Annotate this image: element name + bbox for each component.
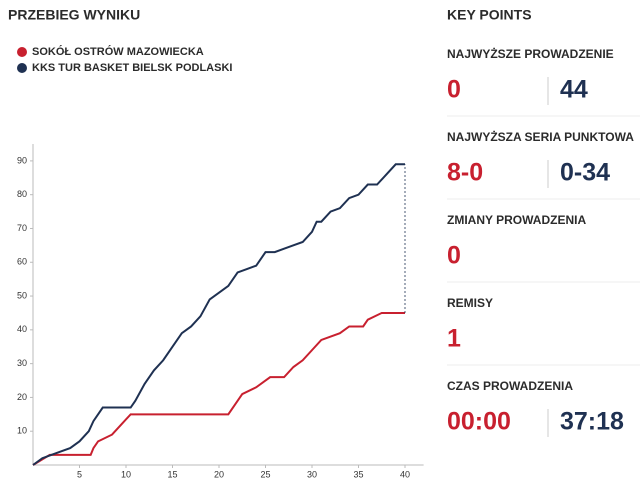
stat-away: 0-34 — [560, 159, 610, 187]
legend-marker — [17, 63, 27, 73]
stat-home: 1 — [447, 325, 461, 353]
series-line — [32, 163, 405, 466]
y-tick-label: 70 — [17, 223, 27, 233]
x-tick-label: 5 — [77, 469, 82, 479]
stat-label: ZMIANY PROWADZENIA — [447, 213, 586, 227]
stat-home: 8-0 — [447, 159, 483, 187]
series-line — [32, 311, 405, 466]
panel-title: KEY POINTS — [447, 7, 532, 23]
legend-label: KKS TUR BASKET BIELSK PODLASKI — [32, 62, 232, 74]
y-tick-label: 50 — [17, 290, 27, 300]
legend-marker — [17, 47, 27, 57]
stat-away: 37:18 — [560, 408, 624, 436]
y-tick-label: 60 — [17, 257, 27, 267]
x-tick-label: 25 — [260, 469, 270, 479]
x-tick-label: 20 — [214, 469, 224, 479]
y-tick-label: 80 — [17, 189, 27, 199]
legend-label: SOKÓŁ OSTRÓW MAZOWIECKA — [32, 45, 204, 58]
x-tick-label: 10 — [121, 469, 131, 479]
stat-label: REMISY — [447, 296, 493, 310]
y-tick-label: 40 — [17, 324, 27, 334]
y-tick-label: 30 — [17, 358, 27, 368]
stat-label: CZAS PROWADZENIA — [447, 379, 573, 393]
stat-label: NAJWYŻSZA SERIA PUNKTOWA — [447, 129, 634, 144]
stat-home: 00:00 — [447, 408, 511, 436]
y-tick-label: 20 — [17, 392, 27, 402]
stat-home: 0 — [447, 76, 461, 104]
stat-label: NAJWYŻSZE PROWADZENIE — [447, 46, 614, 61]
stat-home: 0 — [447, 242, 461, 270]
x-tick-label: 35 — [353, 469, 363, 479]
chart-title: PRZEBIEG WYNIKU — [8, 7, 140, 23]
y-tick-label: 10 — [17, 426, 27, 436]
y-tick-label: 90 — [17, 155, 27, 165]
x-tick-label: 15 — [167, 469, 177, 479]
x-tick-label: 30 — [307, 469, 317, 479]
x-tick-label: 40 — [400, 469, 410, 479]
stat-away: 44 — [560, 76, 588, 104]
